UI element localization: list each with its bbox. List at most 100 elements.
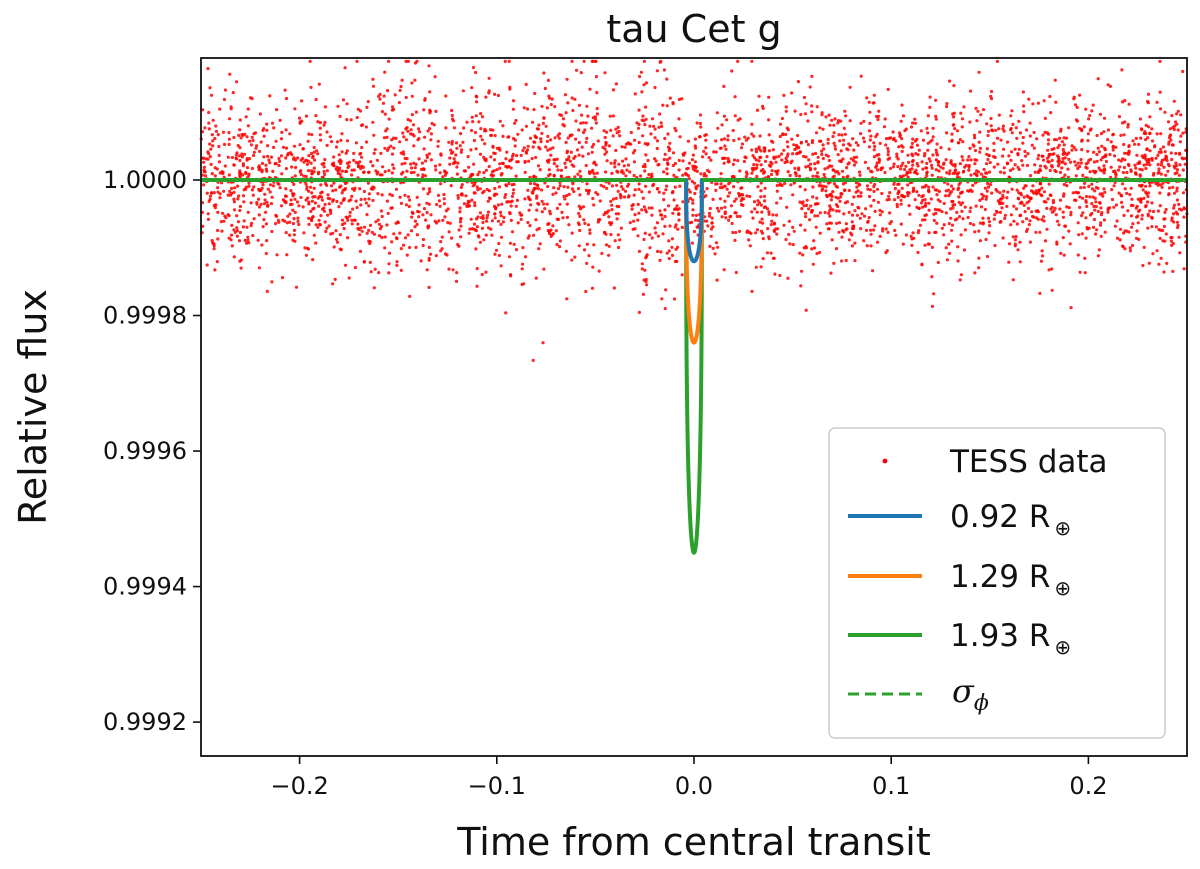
data-point [448,221,452,225]
data-point [818,211,823,215]
data-point [804,203,809,207]
data-point [207,127,211,131]
data-point [398,140,402,144]
data-point [591,265,595,269]
data-point [263,198,267,202]
data-point [1088,128,1092,132]
data-point [1142,131,1146,135]
data-point [229,233,234,237]
data-point [702,174,706,178]
data-point [935,188,939,192]
data-point [337,153,341,157]
data-point [382,136,386,140]
data-point [881,227,885,231]
data-point [493,134,497,138]
data-point [262,134,266,138]
data-point [655,187,660,191]
data-point [900,103,904,107]
data-point [309,169,314,173]
data-point [1002,171,1006,175]
data-point [987,220,992,224]
data-point [504,193,508,197]
data-point [969,89,973,93]
data-point [356,222,360,226]
data-point [1128,246,1132,250]
data-point [739,199,743,203]
data-point [270,229,274,234]
data-point [931,126,935,130]
data-point [996,136,1000,140]
data-point [1129,169,1133,173]
data-point [509,200,513,204]
data-point [304,182,308,186]
data-point [541,341,545,345]
data-point [217,160,222,164]
data-point [331,231,335,235]
data-point [632,193,636,197]
data-point [511,136,516,141]
data-point [1140,217,1144,221]
data-point [415,195,419,199]
data-point [586,114,590,118]
data-point [751,168,755,172]
data-point [1069,160,1073,164]
data-point [546,148,550,152]
data-point [985,254,990,259]
data-point [581,121,585,125]
y-tick-label: 1.0000 [103,166,187,194]
data-point [725,118,729,122]
data-point [1026,152,1030,156]
data-point [548,209,552,213]
data-point [204,157,208,161]
data-point [1147,125,1151,129]
data-point [407,204,411,209]
data-point [1140,154,1144,158]
data-point [398,195,402,199]
data-point [969,173,973,177]
data-point [593,115,598,119]
data-point [509,218,513,222]
data-point [796,133,800,138]
data-point [551,192,555,196]
data-point [760,217,764,221]
data-point [750,210,754,214]
data-point [1084,199,1088,203]
data-point [720,138,724,142]
data-point [1001,127,1005,131]
data-point [992,141,996,145]
data-point [992,165,996,169]
data-point [1083,181,1087,185]
data-point [738,117,742,121]
data-point [218,107,222,111]
data-point [830,238,834,242]
data-point [1175,186,1179,190]
data-point [403,193,407,197]
data-point [570,258,574,262]
data-point [1072,145,1076,150]
data-point [578,214,582,218]
data-point [742,159,747,164]
data-point [206,67,210,71]
data-point [646,158,650,163]
data-point [876,168,880,172]
x-tick-label: 0.1 [872,772,910,800]
data-point [521,262,525,266]
data-point [238,128,242,132]
data-point [565,77,569,81]
data-point [802,204,806,208]
data-point [719,206,724,210]
data-point [1142,196,1146,200]
data-point [338,233,342,237]
data-point [974,106,978,110]
data-point [239,136,243,140]
data-point [277,156,281,161]
data-point [828,123,832,127]
data-point [960,155,964,159]
data-point [1093,189,1097,193]
data-point [775,189,779,193]
data-point [398,231,402,235]
data-point [844,222,849,226]
data-point [1102,164,1106,168]
data-point [931,153,935,157]
